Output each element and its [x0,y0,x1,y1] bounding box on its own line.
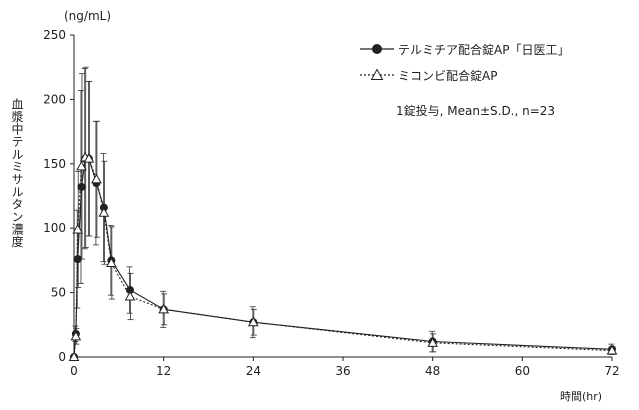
x-tick-label: 36 [335,364,350,378]
data-point-test [73,255,82,264]
data-point-reference [76,160,87,171]
data-point-reference [91,173,102,184]
x-tick-label: 24 [246,364,261,378]
y-tick-label: 50 [51,286,66,300]
legend-label-test: テルミチア配合錠AP「日医工」 [398,42,570,57]
x-tick-label: 0 [70,364,78,378]
data-point-reference [124,290,136,301]
data-point-reference [606,345,618,355]
x-tick-label: 12 [156,364,171,378]
y-unit-label: (ng/mL) [64,9,112,23]
data-point-reference [427,337,439,347]
x-tick-label: 72 [604,364,619,378]
y-tick-label: 100 [43,221,66,235]
data-point-test [77,182,86,191]
x-tick-label: 60 [515,364,530,378]
series-line-reference [73,156,613,358]
legend: テルミチア配合錠AP「日医工」 ミコンビ配合錠AP [360,36,569,88]
data-point-reference [158,303,170,314]
y-tick-label: 0 [58,350,66,364]
x-axis-label: 時間(hr) [560,390,603,403]
data-point-reference [68,351,80,361]
data-point-test [126,286,135,295]
open-triangle-marker-icon [360,68,394,80]
x-tick-label: 48 [425,364,440,378]
y-tick-label: 200 [43,92,66,106]
data-point-reference [247,316,259,327]
data-point-reference [72,223,84,234]
legend-item-test: テルミチア配合錠AP「日医工」 [360,36,569,62]
filled-circle-marker-icon [360,44,394,54]
data-point-reference [98,207,110,217]
y-tick-label: 250 [43,28,66,42]
data-point-reference [70,330,82,341]
dosing-note: 1錠投与, Mean±S.D., n=23 [396,104,556,118]
data-point-reference [106,257,117,267]
legend-item-reference: ミコンビ配合錠AP [360,62,569,88]
series-line-test [73,158,613,358]
y-axis-label: 血漿中テルミサルタン濃度 [10,98,24,248]
legend-label-reference: ミコンビ配合錠AP [398,68,498,83]
y-tick-label: 150 [43,157,66,171]
data-point-reference [83,153,95,163]
